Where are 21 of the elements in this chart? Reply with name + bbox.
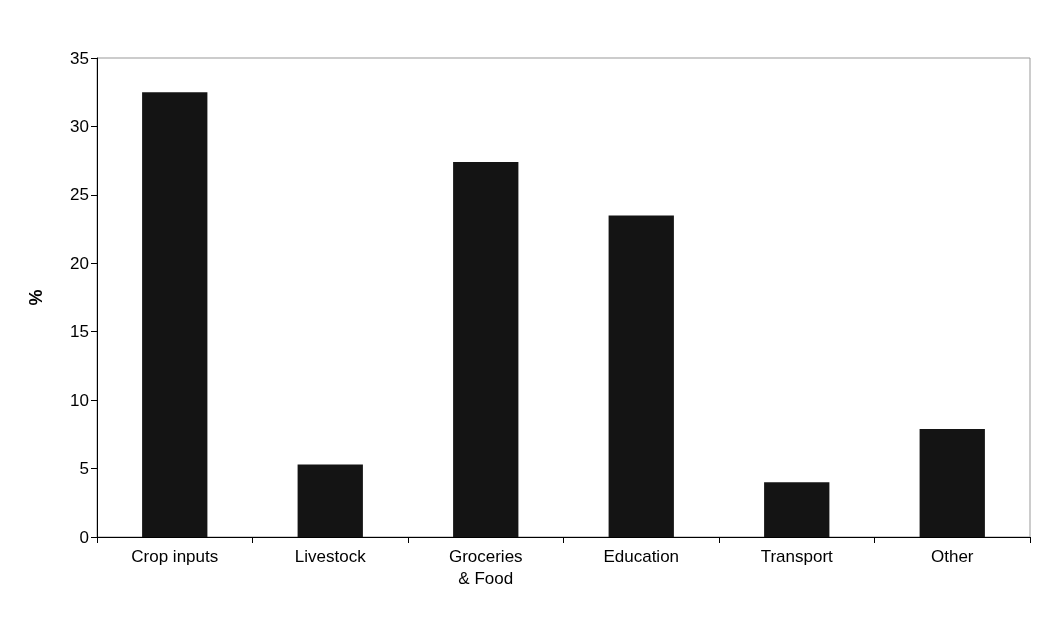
bar xyxy=(919,428,985,537)
y-tick-label: 0 xyxy=(79,527,89,547)
bar xyxy=(764,482,830,537)
y-tick-label: 20 xyxy=(70,253,89,273)
bar xyxy=(608,215,674,537)
y-tick-label: 5 xyxy=(79,459,89,479)
y-axis-title: % xyxy=(26,289,46,306)
y-tick-label: 35 xyxy=(70,48,89,68)
x-tick-label: Crop inputs xyxy=(131,546,219,566)
y-tick-label: 30 xyxy=(70,116,89,136)
x-tick-label: Livestock xyxy=(294,546,367,566)
y-tick-label: 25 xyxy=(70,185,89,205)
bar xyxy=(453,162,519,537)
x-tick-label: Education xyxy=(603,546,680,566)
x-tick-label: Groceries & Food xyxy=(448,546,523,588)
x-tick-label: Transport xyxy=(760,546,834,566)
bar xyxy=(142,92,208,537)
bar xyxy=(297,464,363,537)
y-tick-label: 15 xyxy=(70,322,89,342)
y-tick-label: 10 xyxy=(70,390,89,410)
x-tick-label: Other xyxy=(930,546,974,566)
